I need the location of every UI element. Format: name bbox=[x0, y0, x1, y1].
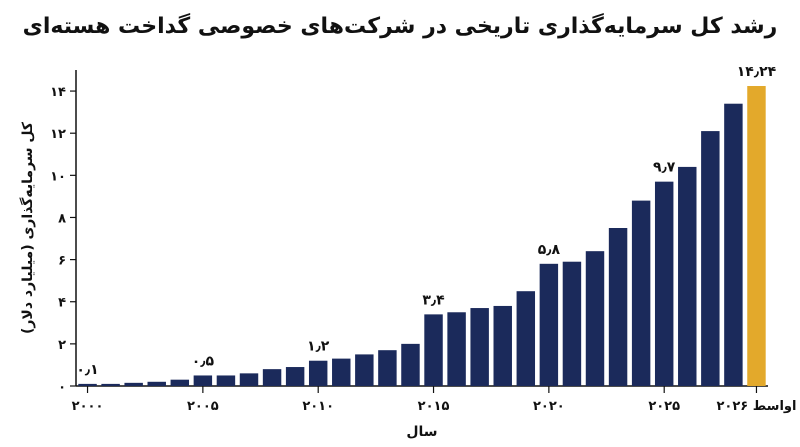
bar bbox=[308, 360, 328, 386]
bar bbox=[539, 263, 559, 386]
data-label: ۱۴٫۲۴ bbox=[737, 64, 777, 80]
bar bbox=[562, 261, 582, 386]
bar bbox=[285, 367, 305, 386]
y-tick-label: ۱۰ bbox=[50, 169, 66, 184]
bar bbox=[493, 305, 512, 386]
bar bbox=[585, 251, 605, 386]
y-tick-label: ۶ bbox=[58, 254, 66, 269]
bar bbox=[147, 381, 166, 386]
bar bbox=[378, 350, 397, 386]
x-tick-label: ۲۰۲۵ bbox=[648, 399, 680, 414]
x-tick-label: ۲۰۱۵ bbox=[418, 399, 450, 414]
bar bbox=[701, 131, 720, 386]
bar bbox=[239, 373, 259, 386]
bar bbox=[401, 343, 420, 386]
bar bbox=[332, 358, 351, 386]
highlight-bar bbox=[747, 86, 766, 386]
bar bbox=[678, 166, 697, 386]
x-axis-title: سال bbox=[406, 424, 437, 440]
bar bbox=[170, 379, 190, 386]
y-tick-label: ۸ bbox=[58, 211, 66, 226]
bar bbox=[631, 200, 651, 386]
x-tick-label: ۲۰۱۰ bbox=[302, 399, 334, 414]
data-label: ۳٫۴ bbox=[422, 292, 445, 308]
bar bbox=[355, 354, 374, 386]
bar bbox=[424, 314, 443, 386]
bar bbox=[608, 228, 628, 386]
bar bbox=[447, 312, 466, 386]
data-label: ۰٫۵ bbox=[192, 353, 215, 369]
y-tick-label: ۱۲ bbox=[50, 127, 66, 142]
y-axis-title: کل سرمایه‌گذاری (میلیارد دلار) bbox=[19, 121, 36, 334]
bar bbox=[516, 291, 536, 386]
data-label: ۱٫۲ bbox=[307, 339, 330, 355]
x-tick-label: اواسط ۲۰۲۶ bbox=[716, 399, 796, 414]
x-tick-label: ۲۰۲۰ bbox=[533, 399, 565, 414]
y-tick-label: ۰ bbox=[58, 380, 66, 395]
bar bbox=[470, 308, 489, 386]
bar bbox=[124, 382, 143, 386]
bar bbox=[193, 375, 213, 386]
y-tick-label: ۴ bbox=[58, 296, 66, 311]
bar bbox=[216, 375, 236, 386]
chart-title: رشد کل سرمایه‌گذاری تاریخی در شرکت‌های خ… bbox=[22, 14, 778, 39]
bar bbox=[101, 383, 120, 386]
data-label: ۵٫۸ bbox=[538, 242, 561, 258]
bar bbox=[78, 383, 97, 386]
bar bbox=[262, 369, 282, 386]
data-label: ۹٫۷ bbox=[653, 160, 676, 176]
y-tick-label: ۲ bbox=[58, 338, 66, 353]
bar bbox=[724, 103, 743, 386]
x-tick-label: ۲۰۰۰ bbox=[72, 399, 104, 414]
bar bbox=[654, 181, 674, 386]
y-tick-label: ۱۴ bbox=[50, 85, 66, 100]
data-label: ۰٫۱ bbox=[76, 362, 98, 378]
x-tick-label: ۲۰۰۵ bbox=[187, 399, 219, 414]
